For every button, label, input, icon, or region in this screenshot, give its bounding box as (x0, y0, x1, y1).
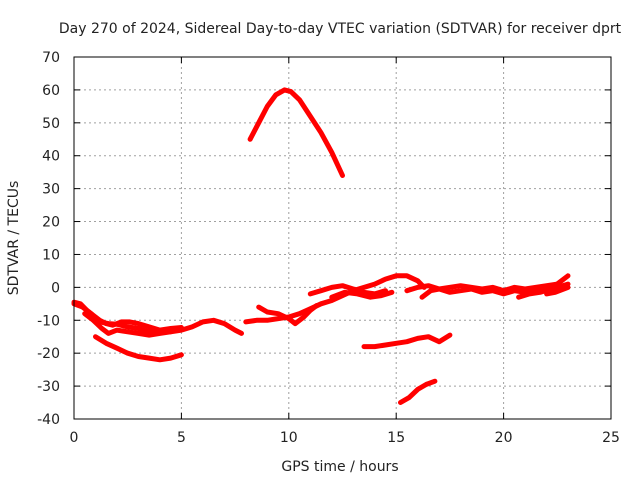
y-tick-label: 10 (42, 247, 60, 263)
x-tick-label: 0 (70, 430, 79, 446)
axis-ticks: 0 5 10 15 20 25 -40 -30 -20 -10 0 10 20 30 40 50 60 70 (37, 50, 620, 446)
series-arc-afternoon (404, 281, 560, 294)
series-arc-morning-lower (82, 311, 174, 338)
plot-frame (73, 56, 612, 420)
series-arc-morning-upper (71, 301, 184, 335)
y-tick-label: 20 (42, 215, 60, 231)
series-arc-midday (243, 273, 427, 325)
y-tick-label: 40 (42, 149, 60, 165)
series-arc-midday-b (307, 283, 388, 297)
y-tick-label: -40 (37, 412, 60, 428)
y-axis-label: SDTVAR / TECUs (6, 181, 22, 296)
series-arc-lowest (398, 378, 438, 405)
y-tick-label: 50 (42, 116, 60, 132)
series-arc-lower-afternoon (361, 332, 453, 350)
y-tick-label: 30 (42, 182, 60, 198)
y-tick-label: -10 (37, 313, 60, 329)
series-arc-midday-c (329, 289, 395, 300)
x-axis-label: GPS time / hours (281, 459, 398, 475)
series-arc-midday-dip (256, 303, 320, 327)
data-series (71, 87, 571, 405)
x-tick-label: 5 (177, 430, 186, 446)
y-tick-label: 70 (42, 50, 60, 66)
x-tick-label: 20 (495, 430, 513, 446)
y-tick-label: 60 (42, 83, 60, 99)
grid-lines (74, 57, 611, 419)
x-tick-label: 25 (602, 430, 620, 446)
y-tick-label: -20 (37, 346, 60, 362)
y-tick-label: 0 (51, 280, 60, 296)
series-arc-afternoon-d (544, 284, 571, 297)
y-tick-label: -30 (37, 379, 60, 395)
chart-title: Day 270 of 2024, Sidereal Day-to-day VTE… (59, 21, 622, 37)
series-arc-afternoon-c (516, 273, 571, 300)
series-arc-lower-early (93, 334, 184, 363)
x-tick-label: 10 (280, 430, 298, 446)
series-arc-high-peak (247, 87, 345, 178)
x-tick-label: 15 (387, 430, 405, 446)
